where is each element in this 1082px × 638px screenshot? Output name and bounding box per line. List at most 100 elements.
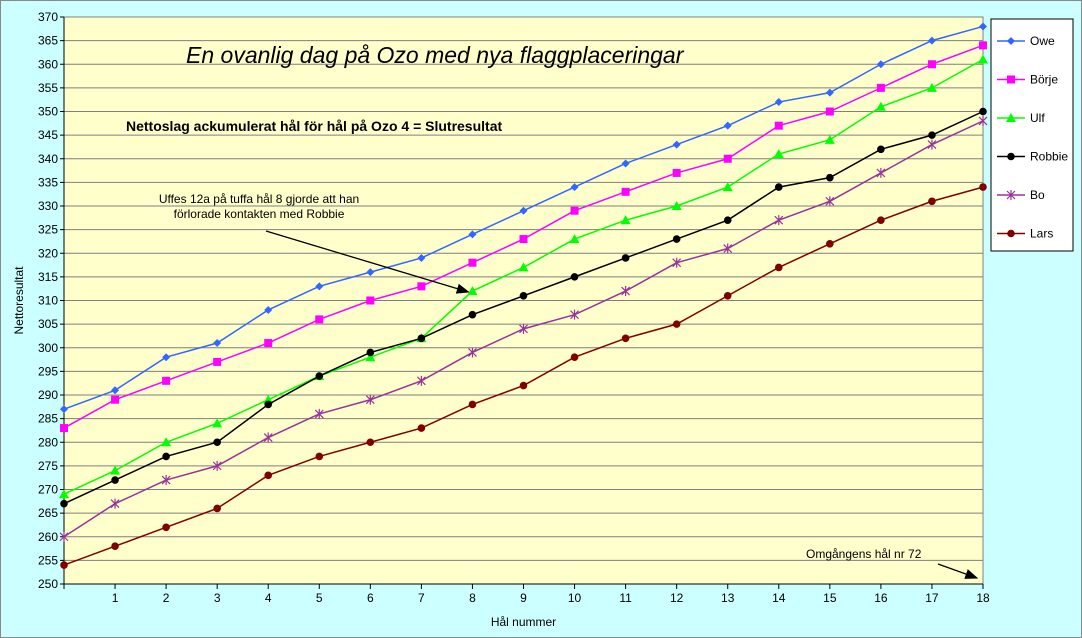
data-point bbox=[876, 60, 885, 69]
y-tick-label: 285 bbox=[38, 412, 58, 426]
data-point bbox=[417, 253, 426, 262]
x-tick-label: 4 bbox=[265, 591, 272, 605]
series-robbie bbox=[60, 107, 987, 508]
y-axis-title: Nettoresultat bbox=[12, 266, 26, 335]
data-point bbox=[774, 121, 783, 130]
data-point bbox=[519, 206, 528, 215]
data-point bbox=[315, 452, 324, 461]
data-point bbox=[213, 357, 222, 366]
y-tick-label: 260 bbox=[38, 530, 58, 544]
legend-item-bo: Bo bbox=[997, 188, 1045, 202]
data-point bbox=[825, 107, 834, 116]
data-point bbox=[774, 215, 784, 226]
data-point bbox=[824, 134, 835, 144]
data-point bbox=[468, 258, 477, 267]
data-point bbox=[212, 418, 223, 428]
data-point bbox=[927, 36, 936, 45]
annotation-text: Uffes 12a på tuffa hål 8 gjorde att han bbox=[159, 192, 359, 206]
y-tick-label: 275 bbox=[38, 459, 58, 473]
data-point bbox=[825, 196, 835, 207]
data-point bbox=[315, 282, 324, 291]
data-point bbox=[875, 101, 886, 111]
data-point bbox=[826, 240, 834, 248]
data-point bbox=[570, 183, 579, 192]
data-point bbox=[365, 394, 375, 405]
data-point bbox=[979, 107, 987, 116]
data-point bbox=[162, 452, 170, 461]
data-point bbox=[366, 296, 375, 305]
data-point bbox=[213, 339, 222, 348]
data-point bbox=[519, 291, 528, 300]
data-point bbox=[927, 139, 937, 150]
legend-item-ulf: Ulf bbox=[997, 111, 1045, 125]
data-point bbox=[417, 282, 426, 291]
data-point bbox=[979, 41, 987, 50]
y-tick-label: 320 bbox=[38, 246, 58, 260]
y-tick-label: 265 bbox=[38, 506, 58, 520]
data-point bbox=[723, 216, 732, 224]
data-point bbox=[773, 149, 784, 159]
y-tick-label: 250 bbox=[38, 577, 58, 591]
data-point bbox=[722, 182, 733, 192]
legend-marker bbox=[1006, 190, 1016, 200]
data-point bbox=[162, 523, 170, 532]
data-point bbox=[264, 305, 273, 314]
y-tick-label: 315 bbox=[38, 270, 58, 284]
y-tick-label: 300 bbox=[38, 341, 58, 355]
data-point bbox=[212, 460, 222, 471]
data-point bbox=[774, 183, 783, 191]
data-point bbox=[978, 54, 988, 64]
x-tick-label: 13 bbox=[721, 591, 735, 605]
x-tick-label: 3 bbox=[214, 591, 221, 605]
data-point bbox=[671, 201, 682, 210]
data-point bbox=[928, 197, 936, 206]
data-point bbox=[927, 60, 936, 69]
y-tick-label: 350 bbox=[38, 105, 58, 119]
data-point bbox=[672, 235, 681, 243]
legend-marker bbox=[1006, 113, 1016, 122]
data-point bbox=[161, 475, 171, 486]
data-point bbox=[877, 216, 885, 224]
x-tick-label: 1 bbox=[112, 591, 119, 605]
data-point bbox=[621, 286, 631, 297]
y-tick-label: 255 bbox=[38, 553, 58, 567]
legend-label: Owe bbox=[1030, 34, 1055, 48]
data-point bbox=[569, 234, 580, 244]
data-point bbox=[468, 400, 477, 409]
data-point bbox=[213, 438, 221, 447]
data-point bbox=[978, 115, 988, 126]
annotation-arrow bbox=[265, 230, 470, 294]
data-point bbox=[468, 347, 477, 358]
y-tick-label: 270 bbox=[38, 483, 58, 497]
data-point bbox=[59, 531, 69, 542]
data-point bbox=[926, 82, 937, 92]
x-tick-label: 12 bbox=[670, 591, 684, 605]
data-point bbox=[315, 372, 324, 380]
data-point bbox=[366, 348, 375, 357]
data-point bbox=[468, 310, 477, 319]
series-börje bbox=[60, 41, 987, 433]
data-point bbox=[774, 263, 783, 272]
series-owe bbox=[60, 22, 987, 414]
legend-box bbox=[990, 18, 1074, 252]
data-point bbox=[621, 159, 630, 168]
data-point bbox=[161, 437, 172, 447]
x-tick-label: 18 bbox=[976, 591, 990, 605]
y-tick-label: 345 bbox=[38, 128, 58, 142]
y-tick-label: 310 bbox=[38, 294, 58, 308]
y-tick-label: 335 bbox=[38, 175, 58, 189]
data-point bbox=[570, 206, 579, 215]
data-point bbox=[315, 315, 324, 324]
data-point bbox=[110, 465, 121, 475]
y-tick-label: 305 bbox=[38, 317, 58, 331]
data-point bbox=[60, 424, 68, 433]
y-tick-label: 370 bbox=[38, 10, 58, 24]
data-point bbox=[876, 83, 885, 92]
x-tick-label: 10 bbox=[568, 591, 582, 605]
data-point bbox=[620, 215, 631, 225]
x-tick-label: 6 bbox=[367, 591, 374, 605]
data-point bbox=[723, 154, 732, 163]
data-point bbox=[621, 254, 630, 262]
data-point bbox=[979, 22, 987, 31]
data-point bbox=[723, 243, 733, 254]
